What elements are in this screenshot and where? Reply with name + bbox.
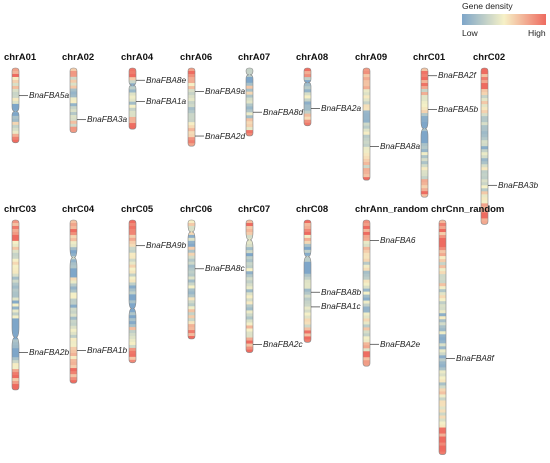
chromosome-outline-chrC01 xyxy=(420,67,429,198)
chromosome-density-chrA07 xyxy=(246,68,253,136)
gene-label-BnaFBA8d: BnaFBA8d xyxy=(263,106,304,117)
gene-label-BnaFBA8c: BnaFBA8c xyxy=(205,263,245,274)
chromosome-density-chrA04 xyxy=(129,68,136,130)
gene-label-BnaFBA3b: BnaFBA3b xyxy=(498,179,539,190)
chromosome-density-chrC03 xyxy=(12,220,19,390)
gene-label-BnaFBA2b: BnaFBA2b xyxy=(29,347,70,358)
chromosome-outline-chrA09 xyxy=(362,67,371,181)
chromosome-outline-chrA02 xyxy=(69,67,78,133)
chromosome-density-chrC07 xyxy=(246,220,253,353)
gene-label-BnaFBA2a: BnaFBA2a xyxy=(321,102,362,113)
chromosome-outline-chrA07 xyxy=(245,67,254,137)
chromosome-outline-chrC07 xyxy=(245,219,254,353)
chromosome-label-chrC05: chrC05 xyxy=(121,204,154,215)
chromosome-label-chrC04: chrC04 xyxy=(62,204,95,215)
chromosome-label-chrA06: chrA06 xyxy=(180,52,213,63)
gene-label-BnaFBA1b: BnaFBA1b xyxy=(87,345,128,356)
chromosome-label-chrA07: chrA07 xyxy=(238,52,271,63)
legend-title: Gene density xyxy=(462,1,513,11)
gene-label-BnaFBA3a: BnaFBA3a xyxy=(87,114,128,125)
gene-label-BnaFBA5a: BnaFBA5a xyxy=(29,90,70,101)
chromosome-label-chrC08: chrC08 xyxy=(296,204,329,215)
chromosome-outline-chrA06 xyxy=(187,67,196,147)
chromosome-label-chrA04: chrA04 xyxy=(121,52,154,63)
chromosome-outline-chrA08 xyxy=(303,67,312,127)
chromosome-density-chrA06 xyxy=(188,68,195,147)
gene-label-BnaFBA2c: BnaFBA2c xyxy=(263,339,303,350)
chromosome-density-chrC05 xyxy=(129,220,136,363)
chromosome-density-chrAnnrandom xyxy=(363,220,370,367)
chromosome-label-chrAnnrandom: chrAnn_random xyxy=(355,204,429,215)
chromosome-outline-chrC08 xyxy=(303,219,312,343)
chromosome-density-chrA09 xyxy=(363,68,370,181)
chromosome-density-chrCnnrandom xyxy=(439,220,446,455)
chromosome-density-chrA01 xyxy=(12,68,19,143)
chromosome-outline-chrC04 xyxy=(69,219,78,384)
chromosome-density-chrA02 xyxy=(70,68,77,133)
chromosome-label-chrC06: chrC06 xyxy=(180,204,213,215)
chromosome-density-chrA08 xyxy=(304,68,311,126)
chromosome-label-chrA01: chrA01 xyxy=(4,52,37,63)
legend-low-label: Low xyxy=(462,28,478,38)
chromosome-label-chrC02: chrC02 xyxy=(473,52,506,63)
chromosome-outline-chrCnnrandom xyxy=(438,219,447,455)
gene-label-BnaFBA6: BnaFBA6 xyxy=(380,234,416,245)
gene-label-BnaFBA1c: BnaFBA1c xyxy=(321,301,361,312)
chromosome-outline-chrC02 xyxy=(480,67,489,225)
legend-high-label: High xyxy=(528,28,546,38)
gene-label-BnaFBA2e: BnaFBA2e xyxy=(380,338,421,349)
gene-label-BnaFBA5b: BnaFBA5b xyxy=(438,103,479,114)
chromosome-label-chrCnnrandom: chrCnn_random xyxy=(431,204,505,215)
gene-label-BnaFBA8a: BnaFBA8a xyxy=(380,141,421,152)
chromosome-outline-chrC06 xyxy=(187,219,196,340)
chromosome-label-chrA08: chrA08 xyxy=(296,52,329,63)
chromosome-density-chrC02 xyxy=(481,68,488,225)
gene-label-BnaFBA9a: BnaFBA9a xyxy=(205,85,246,96)
chromosome-label-chrC03: chrC03 xyxy=(4,204,37,215)
chromosome-density-chrC06 xyxy=(188,220,195,339)
legend-color-scale xyxy=(462,14,546,25)
chromosome-label-chrC01: chrC01 xyxy=(413,52,446,63)
chromosome-label-chrC07: chrC07 xyxy=(238,204,271,215)
gene-label-BnaFBA8f: BnaFBA8f xyxy=(456,352,494,363)
gene-label-BnaFBA9b: BnaFBA9b xyxy=(146,240,187,251)
chromosome-outline-chrAnnrandom xyxy=(362,219,371,367)
chromosome-outline-chrA01 xyxy=(11,67,20,144)
gene-label-BnaFBA1a: BnaFBA1a xyxy=(146,96,187,107)
chromosome-density-chrC04 xyxy=(70,220,77,384)
chromosome-outline-chrC05 xyxy=(128,219,137,364)
gene-label-BnaFBA8b: BnaFBA8b xyxy=(321,286,362,297)
chromosome-density-chrC08 xyxy=(304,220,311,343)
chromosome-density-chrC01 xyxy=(421,68,428,198)
chromosome-label-chrA09: chrA09 xyxy=(355,52,388,63)
gene-label-BnaFBA8e: BnaFBA8e xyxy=(146,74,187,85)
chromosome-outline-chrA04 xyxy=(128,67,137,130)
chromosome-label-chrA02: chrA02 xyxy=(62,52,95,63)
gene-label-BnaFBA2f: BnaFBA2f xyxy=(438,70,476,81)
gene-label-BnaFBA2d: BnaFBA2d xyxy=(205,130,246,141)
chromosome-outline-chrC03 xyxy=(11,219,20,391)
